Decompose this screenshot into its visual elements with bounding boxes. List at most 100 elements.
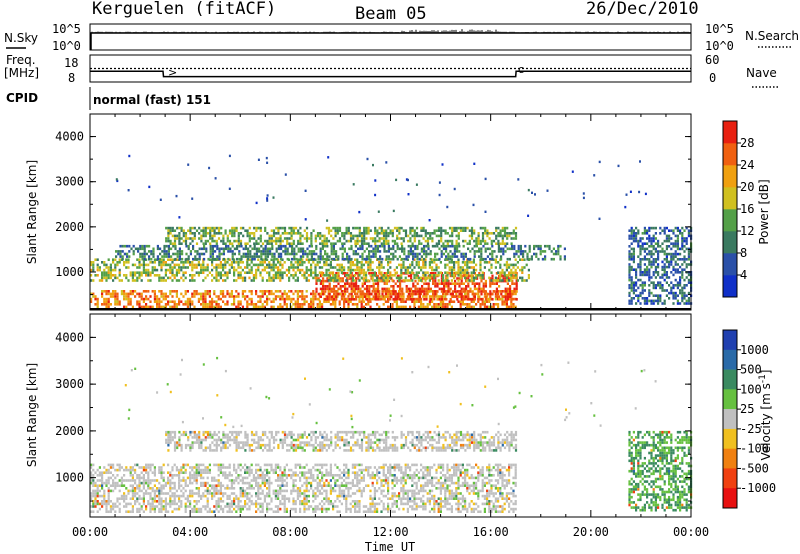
y-tick-label: 2000 (55, 220, 84, 234)
velocity-cell (153, 474, 156, 477)
power-cell (461, 271, 464, 274)
power-cell (319, 282, 322, 285)
power-cell (467, 277, 470, 280)
velocity-cell (129, 484, 132, 487)
velocity-cell (129, 489, 132, 493)
velocity-cell (189, 489, 192, 493)
power-cell (659, 299, 662, 303)
velocity-cell (180, 502, 183, 506)
power-cell (431, 300, 434, 303)
velocity-cell (94, 497, 97, 500)
velocity-cell (162, 463, 165, 467)
power-cell (354, 292, 357, 296)
power-cell (307, 305, 310, 309)
power-cell (630, 278, 633, 282)
power-cell (250, 266, 253, 269)
power-cell (400, 276, 403, 280)
power-cell (175, 279, 178, 282)
power-cell (443, 290, 446, 293)
velocity-cell (158, 489, 161, 493)
power-cell (632, 234, 635, 238)
power-cell (429, 250, 432, 253)
power-cell (171, 295, 174, 298)
velocity-cell (219, 468, 222, 472)
power-cell (478, 282, 481, 285)
power-cell (277, 276, 280, 280)
power-cell (197, 274, 200, 277)
power-cell (203, 252, 206, 256)
power-cell (209, 255, 212, 258)
power-cell (326, 298, 329, 301)
power-cell (484, 226, 487, 230)
power-cell (679, 291, 682, 295)
power-cell (323, 239, 326, 243)
power-cell (346, 272, 349, 275)
velocity-cell (160, 492, 163, 495)
power-cell (459, 305, 462, 309)
power-cell (202, 234, 205, 238)
velocity-cell (98, 484, 101, 487)
power-cell (266, 263, 269, 267)
velocity-cell (156, 494, 159, 498)
velocity-cell (217, 505, 220, 508)
power-cell (683, 245, 686, 248)
power-cell (204, 239, 207, 243)
power-cell (262, 252, 265, 256)
velocity-cell (191, 507, 194, 511)
power-cell (652, 239, 655, 243)
power-cell (443, 282, 446, 285)
power-cell (224, 229, 227, 232)
power-cell (400, 295, 403, 298)
velocity-cell (105, 500, 108, 503)
power-cell (141, 247, 144, 251)
velocity-cell (140, 471, 143, 474)
power-cell (519, 247, 522, 251)
power-cell (402, 297, 405, 301)
velocity-cell (94, 494, 97, 498)
power-cell (409, 247, 412, 251)
power-cell (380, 261, 383, 264)
velocity-cell (173, 500, 176, 503)
power-cell (96, 266, 99, 269)
power-cell (200, 239, 203, 243)
power-cell (508, 274, 511, 277)
power-cell (228, 295, 231, 298)
velocity-cell (140, 466, 143, 469)
velocity-cell (219, 481, 222, 485)
power-cell (659, 284, 662, 287)
power-cell (246, 229, 249, 232)
power-cell (202, 300, 205, 303)
power-cell (630, 302, 633, 305)
velocity-cell (112, 479, 115, 482)
power-cell (215, 271, 218, 274)
power-cell (350, 282, 353, 285)
power-cell (641, 271, 644, 274)
power-cell (156, 303, 159, 306)
velocity-cell (98, 466, 101, 469)
power-x-ticks (89, 114, 692, 310)
velocity-cell (123, 479, 126, 482)
power-cell (509, 292, 512, 296)
power-cell (391, 234, 394, 238)
power-cell (489, 252, 492, 256)
velocity-cell (147, 474, 150, 477)
power-cell (337, 255, 340, 258)
power-cell (516, 279, 519, 282)
power-cell (356, 303, 359, 306)
power-cell (628, 250, 631, 253)
velocity-cell (149, 468, 152, 472)
power-cell (264, 229, 267, 232)
velocity-cell (197, 471, 200, 474)
velocity-cell (107, 481, 110, 485)
power-cell (200, 297, 203, 301)
power-cell (371, 239, 375, 243)
power-cell (299, 242, 302, 245)
power-cell (492, 232, 496, 235)
power-cell (403, 252, 406, 256)
power-cell (422, 237, 425, 240)
power-cell (473, 229, 476, 232)
power-cell (312, 295, 315, 298)
power-cell (505, 305, 508, 309)
power-cell (112, 261, 115, 264)
power-cell (304, 252, 307, 256)
